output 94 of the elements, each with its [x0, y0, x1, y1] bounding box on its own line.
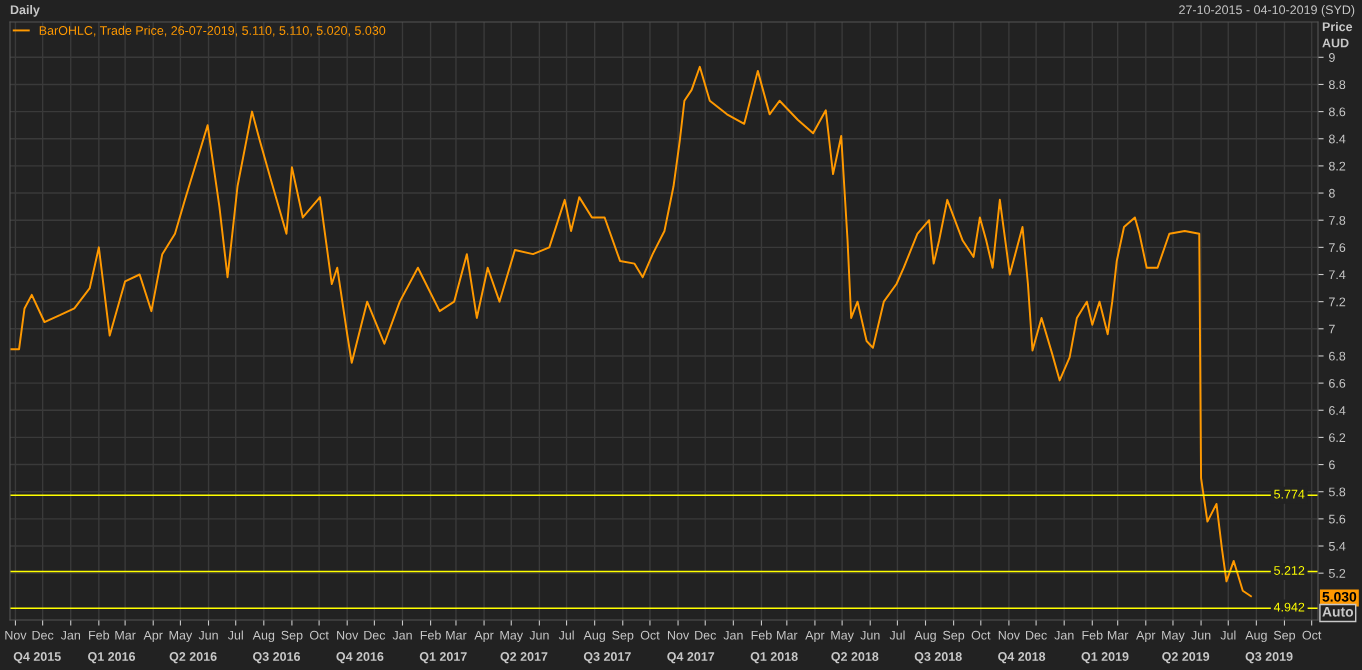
x2-tick-label: Q2 2016: [169, 652, 217, 664]
ref-line-label: 5.212: [1274, 566, 1305, 575]
x-tick-label: May: [500, 630, 524, 643]
x-tick-label: Feb: [89, 630, 110, 640]
x-tick-label: Oct: [1302, 630, 1322, 640]
text: Auto: [1322, 607, 1354, 617]
x-tick-label: Apr: [143, 630, 163, 643]
y-tick-label: 9: [1329, 53, 1335, 62]
x-tick-label: Apr: [805, 630, 825, 643]
y-tick-label: 5.8: [1328, 487, 1346, 497]
x-tick-label: Mar: [1107, 630, 1129, 640]
x-tick-label: Jan: [60, 630, 80, 640]
x-tick-label: Mar: [446, 630, 467, 640]
y-tick-label: 8: [1328, 188, 1335, 198]
x-tick-label: Jul: [558, 630, 574, 640]
x-tick-label: Sep: [612, 630, 634, 643]
x2-tick-label: Q3 2018: [914, 652, 962, 664]
x2-tick-label: Q4 2015: [13, 652, 61, 664]
x-tick-label: Feb: [751, 630, 772, 640]
x-tick-label: Apr: [1136, 630, 1156, 643]
y-tick-label: 6.8: [1329, 351, 1346, 361]
chart-title: Daily: [10, 5, 40, 17]
x-tick-label: Jun: [1191, 630, 1211, 640]
x-tick-label: Aug: [914, 630, 936, 643]
x-tick-label: Aug: [583, 630, 605, 643]
x-tick-label: Nov: [5, 630, 27, 640]
y-tick-label: 7.8: [1329, 216, 1346, 225]
y-tick-label: 6: [1329, 460, 1335, 470]
x-tick-label: Nov: [337, 630, 359, 640]
x-tick-label: Mar: [115, 630, 136, 640]
x-tick-label: Dec: [32, 630, 54, 640]
x2-tick-label: Q1 2018: [750, 652, 798, 664]
x-tick-label: Jan: [1054, 630, 1074, 640]
x2-tick-label: Q1 2019: [1081, 652, 1129, 664]
y-tick-label: 6.4: [1329, 406, 1346, 415]
x-tick-label: Aug: [252, 630, 275, 643]
x-tick-label: Jul: [1220, 630, 1236, 640]
x-tick-label: Sep: [1273, 630, 1296, 643]
x-tick-label: Aug: [1245, 630, 1267, 643]
x-tick-label: Sep: [943, 630, 965, 643]
ref-line-label: 5.774: [1274, 489, 1305, 499]
x-tick-label: Jun: [529, 630, 549, 640]
legend-label: BarOHLC, Trade Price, 26-07-2019, 5.110, 5.110, 5.020, 5.030: [39, 25, 386, 37]
y-tick-label: 5.2: [1328, 568, 1346, 578]
x-tick-label: May: [169, 630, 193, 643]
x-tick-label: Dec: [1026, 630, 1047, 640]
x2-tick-label: Q3 2017: [583, 652, 631, 664]
y-axis-title: Price AUD: [1322, 22, 1353, 48]
x-tick-label: May: [831, 630, 854, 643]
x2-tick-label: Q3 2016: [253, 652, 301, 664]
y-tick-label: 6.2: [1329, 433, 1346, 443]
chart-subtitle: 27-10-2015 - 04-10-2019 (SYD): [1179, 5, 1355, 17]
x2-tick-label: Q2 2018: [831, 652, 879, 664]
y-tick-label: 8.8: [1328, 80, 1346, 90]
x-tick-label: Jul: [889, 630, 905, 640]
x2-tick-label: Q1 2017: [419, 652, 467, 664]
x-tick-label: Jul: [227, 630, 243, 640]
x-tick-label: Oct: [309, 630, 329, 640]
y-tick-label: 8.6: [1328, 107, 1346, 117]
x2-tick-label: Q4 2018: [998, 652, 1046, 664]
y-tick-label: 7.2: [1329, 297, 1346, 307]
line-series: [10, 65, 1252, 598]
x2-tick-label: Q2 2017: [500, 652, 548, 664]
y-tick-label: 8.4: [1328, 134, 1346, 144]
text: 5.030: [1322, 591, 1357, 602]
x-tick-label: Sep: [281, 630, 303, 643]
y-tick-label: 5.4: [1328, 541, 1346, 551]
x2-tick-label: Q1 2016: [88, 652, 136, 664]
y-tick-label: 6.6: [1329, 378, 1346, 388]
x2-tick-label: Q2 2019: [1162, 652, 1210, 664]
x-tick-label: Mar: [777, 630, 798, 640]
x-tick-label: Jan: [723, 630, 743, 640]
y-tick-label: 5.6: [1328, 514, 1346, 524]
y-tick-label: 7.4: [1329, 270, 1346, 280]
x-tick-label: Feb: [420, 630, 441, 640]
x-tick-label: Jun: [198, 630, 218, 640]
x-tick-label: Feb: [1082, 630, 1103, 640]
x-tick-label: Dec: [364, 630, 386, 640]
x-tick-label: Nov: [998, 630, 1020, 640]
y-tick-label: 7: [1329, 324, 1335, 334]
x-tick-label: Oct: [971, 630, 991, 640]
y-tick-label: 7.6: [1329, 243, 1346, 253]
x-tick-label: May: [1162, 630, 1185, 643]
y-tick-label: 8.2: [1328, 161, 1346, 171]
x-tick-label: Dec: [695, 630, 717, 640]
x2-tick-label: Q4 2017: [667, 652, 715, 664]
x2-tick-label: Q4 2016: [336, 652, 384, 664]
ref-line-label: 4.942: [1273, 602, 1305, 612]
x-tick-label: Apr: [474, 630, 494, 643]
x-tick-label: Jan: [392, 630, 412, 640]
x-tick-label: Jun: [860, 630, 880, 640]
x-tick-label: Oct: [640, 630, 660, 640]
x-tick-label: Nov: [667, 630, 690, 640]
x2-tick-label: Q3 2019: [1245, 652, 1293, 664]
